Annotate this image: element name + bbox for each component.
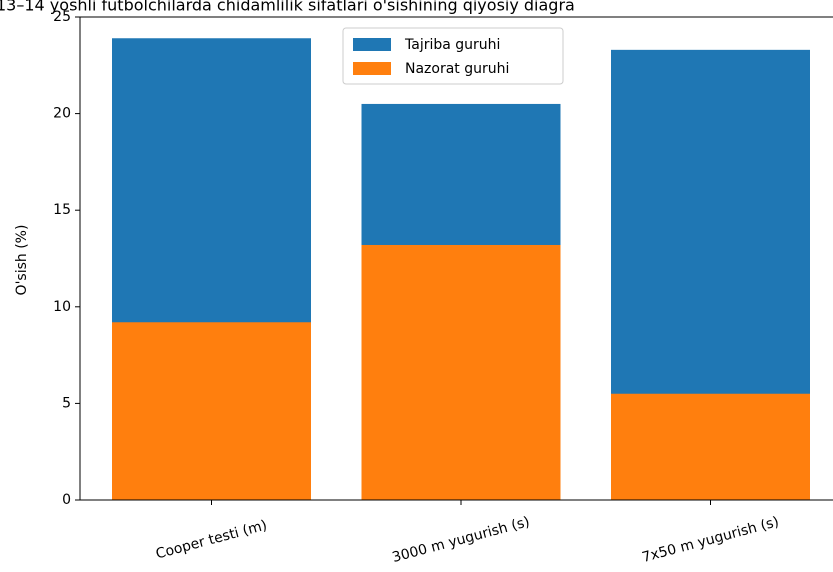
legend-swatch <box>353 38 391 51</box>
chart-title: 13–14 yoshli futbolchilarda chidamlilik … <box>0 0 575 15</box>
legend-swatch <box>353 62 391 75</box>
legend-label: Tajriba guruhi <box>404 37 500 53</box>
y-tick-label: 5 <box>62 395 71 411</box>
bar <box>112 322 311 500</box>
y-tick-label: 20 <box>53 106 71 122</box>
y-tick-label: 15 <box>53 202 71 218</box>
y-axis-label: O'sish (%) <box>14 225 30 296</box>
y-tick-label: 10 <box>53 299 71 315</box>
bar <box>611 393 810 500</box>
y-tick-label: 0 <box>62 492 71 508</box>
x-tick-label: 3000 m yugurish (s) <box>391 514 532 566</box>
legend-label: Nazorat guruhi <box>405 61 509 77</box>
x-tick-label: Cooper testi (m) <box>154 517 269 562</box>
x-tick-label: 7x50 m yugurish (s) <box>640 514 780 566</box>
legend-box <box>342 27 564 85</box>
y-tick-label: 25 <box>53 9 71 25</box>
bar <box>361 244 561 500</box>
